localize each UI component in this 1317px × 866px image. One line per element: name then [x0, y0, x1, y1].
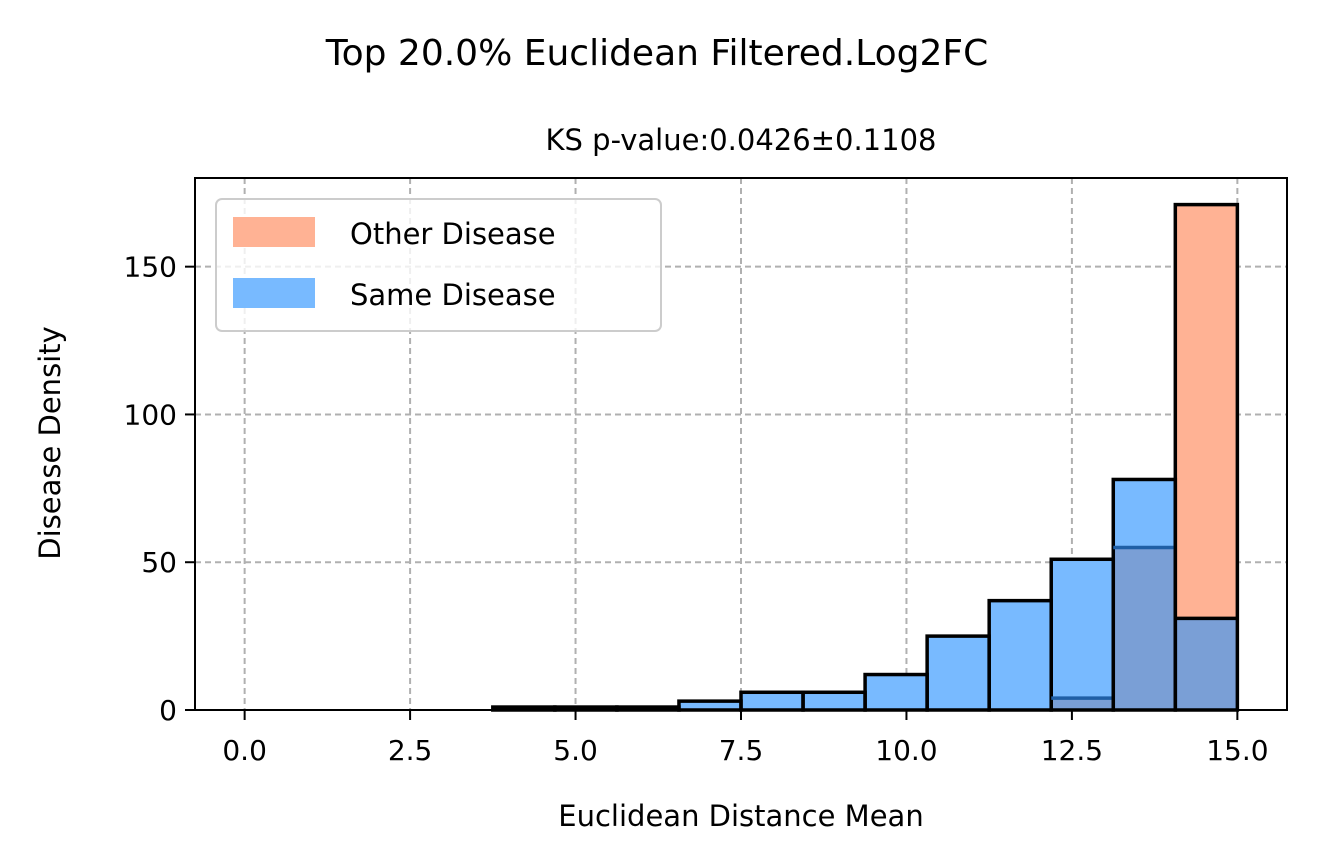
chart-title: Top 20.0% Euclidean Filtered.Log2FC [325, 33, 989, 74]
bar-same-disease [865, 674, 928, 710]
x-tick-label: 15.0 [1206, 734, 1268, 767]
bar-overlap [1051, 698, 1114, 710]
legend: Other Disease Same Disease [215, 198, 662, 332]
x-axis-label: Euclidean Distance Mean [558, 799, 923, 833]
legend-swatch-same-disease [233, 278, 315, 308]
bars-layer [491, 202, 1240, 712]
x-tick-label: 7.5 [719, 734, 764, 767]
x-tick-label: 12.5 [1041, 734, 1103, 767]
legend-swatch-other-disease [233, 217, 315, 247]
bar-same-disease [927, 636, 990, 710]
bar-same-disease [741, 692, 804, 710]
legend-label-same-disease: Same Disease [350, 278, 556, 312]
bar-same-disease [989, 600, 1052, 710]
x-tick-label: 2.5 [388, 734, 433, 767]
bar-overlap [1113, 547, 1176, 710]
y-axis-label: Disease Density [33, 326, 67, 560]
legend-box [215, 198, 662, 332]
y-tick-label: 100 [124, 398, 177, 431]
x-tick-label: 10.0 [875, 734, 937, 767]
bar-same-disease [678, 701, 741, 710]
bar-same-disease [1113, 479, 1176, 548]
bar-overlap [1175, 618, 1238, 710]
chart-subtitle: KS p-value:0.0426±0.1108 [546, 123, 937, 157]
y-tick-label: 50 [141, 546, 177, 579]
bar-same-disease [803, 692, 866, 710]
legend-label-other-disease: Other Disease [350, 217, 556, 251]
y-tick-label: 150 [124, 251, 177, 284]
y-tick-label: 0 [159, 694, 177, 727]
bar-other-disease [1175, 204, 1238, 619]
x-tick-label: 0.0 [222, 734, 267, 767]
axes: 0.0 2.5 5.0 7.5 10.0 12.5 15.0 0 50 100 150 [124, 177, 1288, 767]
bar-same-disease [1051, 559, 1114, 699]
x-tick-label: 5.0 [553, 734, 598, 767]
